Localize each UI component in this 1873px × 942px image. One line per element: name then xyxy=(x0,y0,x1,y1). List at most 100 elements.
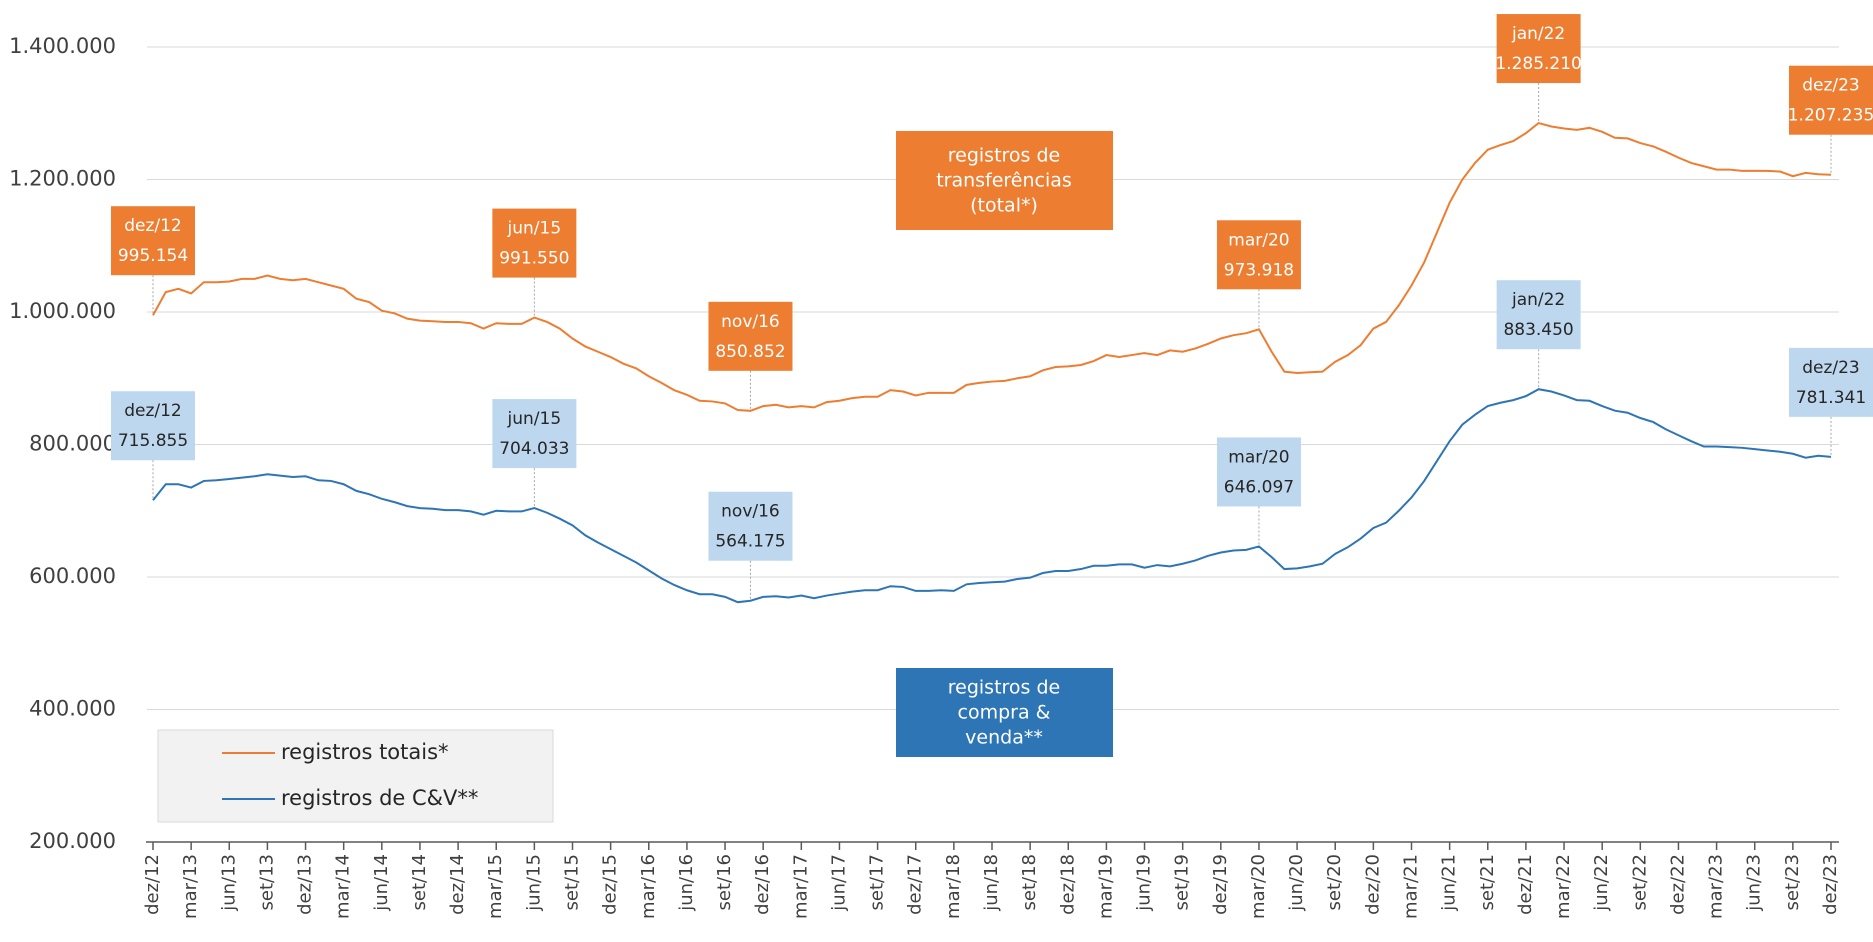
series-box-text: registros de transferências (total*) xyxy=(936,144,1072,216)
annotation-value: 704.033 xyxy=(499,439,569,459)
series-line xyxy=(152,121,1832,412)
series-box xyxy=(896,668,1113,757)
series-box-line: venda** xyxy=(965,726,1043,748)
series-box-line: registros de xyxy=(948,676,1060,698)
annotation-date: jan/22 xyxy=(1511,24,1565,44)
annotation-date: jan/22 xyxy=(1511,290,1565,310)
x-tick-label: dez/12 xyxy=(142,854,163,915)
x-tick-label: mar/15 xyxy=(485,854,506,919)
annotation-value: 1.285.210 xyxy=(1495,54,1582,74)
x-tick-label: jun/22 xyxy=(1591,854,1612,912)
annotation-date: jun/15 xyxy=(507,409,562,429)
y-tick-label: 1.200.000 xyxy=(9,167,116,191)
annotation-value: 973.918 xyxy=(1224,260,1294,280)
annotation-value: 883.450 xyxy=(1503,320,1573,340)
annotation-date: mar/20 xyxy=(1228,230,1289,250)
x-tick-label: dez/21 xyxy=(1515,854,1536,915)
x-tick-label: mar/23 xyxy=(1706,854,1727,919)
x-tick-label: dez/19 xyxy=(1210,854,1231,915)
x-tick-label: set/19 xyxy=(1172,854,1193,910)
x-tick-label: jun/23 xyxy=(1744,854,1765,912)
x-tick-label: set/17 xyxy=(867,854,888,910)
annotation-box xyxy=(492,208,577,278)
x-tick-label: set/21 xyxy=(1477,854,1498,910)
x-tick-label: mar/22 xyxy=(1553,854,1574,919)
x-tick-label: set/14 xyxy=(409,854,430,910)
x-tick-label: dez/22 xyxy=(1667,854,1688,915)
x-tick-label: jun/18 xyxy=(981,854,1002,912)
annotation-date: jun/15 xyxy=(507,219,562,239)
annotation-box xyxy=(111,206,195,276)
y-tick-label: 1.400.000 xyxy=(9,34,116,58)
x-tick-label: mar/20 xyxy=(1248,854,1269,919)
x-tick-label: jun/13 xyxy=(218,854,239,912)
x-tick-label: dez/16 xyxy=(752,854,773,915)
annotation-value: 991.550 xyxy=(499,249,569,269)
x-tick-label: mar/21 xyxy=(1401,854,1422,919)
x-tick-label: mar/16 xyxy=(638,854,659,919)
x-tick-label: jun/15 xyxy=(523,854,544,912)
y-tick-label: 600.000 xyxy=(29,564,116,588)
x-tick-label: set/22 xyxy=(1629,854,1650,910)
y-tick-label: 200.000 xyxy=(29,829,116,853)
annotation-value: 850.852 xyxy=(715,342,785,362)
annotation-value: 995.154 xyxy=(118,246,188,266)
series-box-line: registros de xyxy=(948,144,1060,166)
legend-label: registros de C&V** xyxy=(281,786,478,810)
x-tick-label: set/13 xyxy=(256,854,277,910)
annotation-box xyxy=(1789,347,1873,417)
annotation-box xyxy=(708,491,793,561)
annotation-value: 781.341 xyxy=(1796,388,1866,408)
legend-label: registros totais* xyxy=(281,740,449,764)
annotation-date: dez/23 xyxy=(1802,358,1860,378)
annotation-box xyxy=(1216,437,1301,507)
annotation-value: 715.855 xyxy=(118,431,188,451)
x-tick-label: jun/20 xyxy=(1286,854,1307,912)
annotation-date: nov/16 xyxy=(721,502,780,522)
x-tick-label: mar/19 xyxy=(1095,854,1116,919)
x-tick-label: dez/23 xyxy=(1820,854,1841,915)
x-tick-label: dez/17 xyxy=(905,854,926,915)
annotation-date: mar/20 xyxy=(1228,447,1289,467)
x-tick-label: jun/17 xyxy=(828,854,849,912)
legend-box xyxy=(157,729,554,823)
x-tick-label: mar/17 xyxy=(790,854,811,919)
x-tick-label: mar/18 xyxy=(943,854,964,919)
x-tick-label: set/16 xyxy=(714,854,735,910)
annotation-value: 1.207.235 xyxy=(1788,106,1873,126)
annotation-box xyxy=(492,399,577,469)
x-tick-label: set/15 xyxy=(562,854,583,910)
annotation-value: 564.175 xyxy=(715,532,785,552)
annotation-date: nov/16 xyxy=(721,312,780,332)
annotation-date: dez/23 xyxy=(1802,76,1860,96)
x-tick-label: mar/13 xyxy=(180,854,201,919)
annotation-date: dez/12 xyxy=(124,216,182,236)
x-tick-label: dez/14 xyxy=(447,854,468,915)
y-tick-label: 800.000 xyxy=(29,432,116,456)
series-box xyxy=(896,131,1113,230)
annotation-box xyxy=(111,391,195,461)
x-tick-label: set/18 xyxy=(1019,854,1040,910)
annotation-box xyxy=(1216,220,1301,290)
annotation-box xyxy=(708,301,793,371)
annotation-box xyxy=(1496,14,1581,84)
series-line xyxy=(152,388,1832,604)
x-tick-label: dez/18 xyxy=(1057,854,1078,915)
y-tick-label: 1.000.000 xyxy=(9,299,116,323)
annotation-box xyxy=(1789,65,1873,135)
x-tick-label: mar/14 xyxy=(333,854,354,919)
x-tick-label: dez/15 xyxy=(600,854,621,915)
x-tick-label: dez/20 xyxy=(1362,854,1383,915)
annotation-value: 646.097 xyxy=(1224,477,1294,497)
x-tick-label: set/23 xyxy=(1782,854,1803,910)
annotation-date: dez/12 xyxy=(124,401,182,421)
series-box-line: (total*) xyxy=(970,194,1038,216)
x-tick-label: jun/14 xyxy=(371,854,392,912)
series-box-line: compra & xyxy=(958,701,1051,723)
x-tick-label: jun/21 xyxy=(1439,854,1460,912)
y-tick-label: 400.000 xyxy=(29,697,116,721)
annotation-box xyxy=(1496,280,1581,350)
x-tick-label: jun/19 xyxy=(1134,854,1155,912)
x-tick-label: jun/16 xyxy=(676,854,697,912)
